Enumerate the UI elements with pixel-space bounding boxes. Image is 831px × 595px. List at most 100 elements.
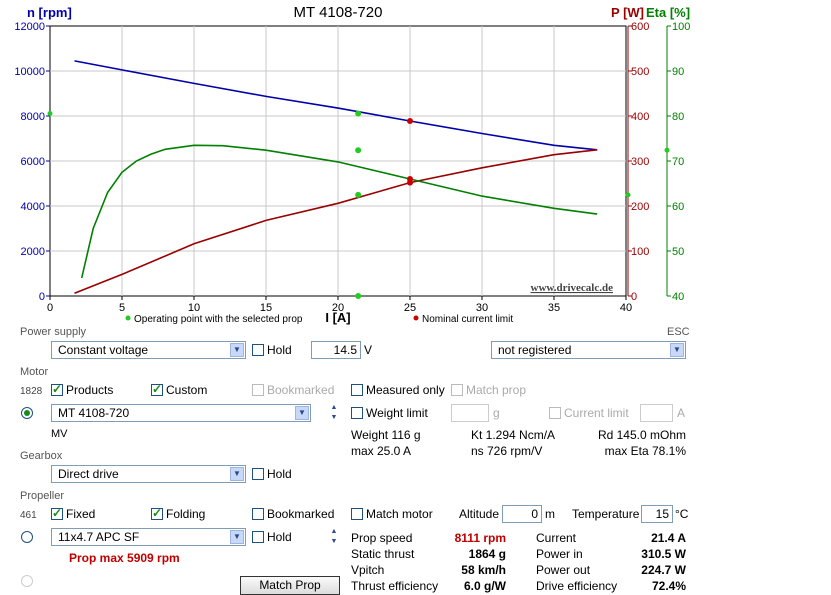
altitude-unit: m (545, 507, 555, 521)
power-supply-hold-checkbox[interactable] (252, 344, 264, 356)
watermark: www.drivecalc.de (531, 282, 614, 294)
motor-bookmarked-checkbox[interactable] (252, 384, 264, 396)
x-tick-label: 25 (404, 302, 416, 314)
propeller-hold-checkbox[interactable] (252, 531, 264, 543)
nominal-limit-marker (407, 176, 413, 182)
y-left-tick-label: 4000 (21, 201, 45, 213)
products-label: Products (66, 383, 114, 397)
y-eta-tick-label: 40 (672, 291, 684, 303)
propeller-select[interactable]: 11x4.7 APC SF ▼ (51, 528, 246, 546)
custom-checkbox[interactable] (151, 382, 163, 396)
temperature-input[interactable]: 15 (641, 505, 673, 523)
power-supply-select[interactable]: Constant voltage ▼ (51, 341, 246, 359)
motor-type-code: MV (51, 428, 68, 440)
voltage-input[interactable]: 14.5 (311, 341, 361, 359)
chevron-down-icon: ▼ (295, 406, 309, 420)
y-power-label: P [W] (611, 5, 644, 20)
propeller-spinner[interactable]: ▲ ▼ (329, 527, 339, 547)
chart-axes (46, 25, 671, 300)
spin-down-icon: ▼ (330, 538, 338, 545)
y-left-tick-label: 2000 (21, 246, 45, 258)
motor-label: Motor (20, 366, 49, 378)
match-prop-button[interactable]: Match Prop (240, 576, 340, 595)
y-left-tick-label: 0 (39, 291, 45, 303)
gearbox-value: Direct drive (58, 467, 119, 481)
prop-speed-value: 8111 rpm (454, 531, 506, 545)
chevron-down-icon: ▼ (230, 343, 244, 357)
fixed-checkbox[interactable] (51, 506, 63, 520)
drive-eff-label: Drive efficiency (536, 579, 618, 593)
operating-point-marker (355, 293, 362, 299)
altitude-label: Altitude (459, 507, 500, 521)
match-motor-label: Match motor (366, 507, 433, 521)
motor-kt: Kt 1.294 Ncm/A (471, 428, 556, 442)
operating-point-marker (355, 147, 362, 154)
weight-limit-checkbox[interactable] (351, 407, 363, 419)
legend-nominal-dot (413, 315, 419, 321)
power-out-value: 224.7 W (641, 563, 686, 577)
chevron-down-icon: ▼ (230, 530, 244, 544)
measured-only-checkbox[interactable] (351, 384, 363, 396)
folding-label: Folding (166, 507, 206, 521)
legend-operating-label: Operating point with the selected prop (134, 314, 303, 325)
motor-bookmarked-label: Bookmarked (267, 383, 335, 397)
chart-points (47, 110, 670, 299)
match-prop-checkbox[interactable] (451, 384, 463, 396)
temperature-label: Temperature (572, 507, 640, 521)
x-tick-label: 30 (476, 302, 488, 314)
chart-grid (49, 25, 627, 297)
temperature-unit: °C (675, 507, 689, 521)
propeller-label: Propeller (20, 490, 65, 502)
propeller-radio[interactable] (21, 531, 33, 543)
weight-limit-label: Weight limit (366, 406, 428, 420)
motor-rd: Rd 145.0 mOhm (597, 428, 686, 442)
gearbox-select[interactable]: Direct drive ▼ (51, 465, 246, 483)
motor-count: 1828 (20, 386, 43, 397)
y-power-tick-label: 300 (631, 156, 649, 168)
chart-labels: 0 5 10 15 20 25 30 35 40020004000600080001000012… (14, 4, 690, 325)
x-tick-label: 0 (47, 302, 53, 314)
current-label: Current (536, 531, 577, 545)
products-checkbox[interactable] (51, 382, 63, 396)
motor-spinner[interactable]: ▲ ▼ (329, 403, 339, 423)
x-tick-label: 10 (188, 302, 200, 314)
spin-down-icon: ▼ (330, 414, 338, 421)
edge-marker-power (625, 192, 631, 198)
motor-value: MT 4108-720 (58, 406, 130, 420)
power-in-label: Power in (536, 547, 583, 561)
propeller-count: 461 (20, 510, 37, 521)
y-eta-tick-label: 90 (672, 66, 684, 78)
motor-weight: Weight 116 g (351, 428, 421, 442)
power-supply-label: Power supply (20, 326, 87, 338)
match-motor-checkbox[interactable] (351, 508, 363, 520)
folding-checkbox[interactable] (151, 506, 163, 520)
x-tick-label: 20 (332, 302, 344, 314)
vpitch-label: Vpitch (351, 563, 385, 577)
altitude-input[interactable]: 0 (502, 505, 542, 523)
legend-operating-dot (125, 315, 131, 321)
prop-speed-label: Prop speed (351, 531, 413, 545)
static-thrust-label: Static thrust (351, 547, 415, 561)
motor-select[interactable]: MT 4108-720 ▼ (51, 404, 311, 422)
x-tick-label: 15 (260, 302, 272, 314)
chart-title: MT 4108-720 (294, 4, 383, 21)
spin-up-icon: ▲ (330, 528, 338, 535)
chart-series (74, 60, 598, 295)
y-left-tick-label: 6000 (21, 156, 45, 168)
motor-radio[interactable] (21, 407, 33, 419)
prop-bookmarked-checkbox[interactable] (252, 508, 264, 520)
current-limit-input[interactable] (640, 404, 673, 422)
thrust-eff-value: 6.0 g/W (463, 579, 506, 593)
y-power-tick-label: 100 (631, 246, 649, 258)
x-tick-label: 5 (119, 302, 125, 314)
x-tick-label: 35 (548, 302, 560, 314)
esc-select[interactable]: not registered ▼ (491, 341, 686, 359)
y-power-tick-label: 600 (631, 21, 649, 33)
edge-marker-eta (664, 147, 670, 153)
edge-marker-rpm (47, 111, 53, 117)
weight-limit-input[interactable] (451, 404, 489, 422)
third-radio[interactable] (21, 575, 33, 587)
gearbox-hold-checkbox[interactable] (252, 468, 264, 480)
propeller-hold-label: Hold (267, 530, 292, 544)
current-limit-checkbox[interactable] (549, 407, 561, 419)
